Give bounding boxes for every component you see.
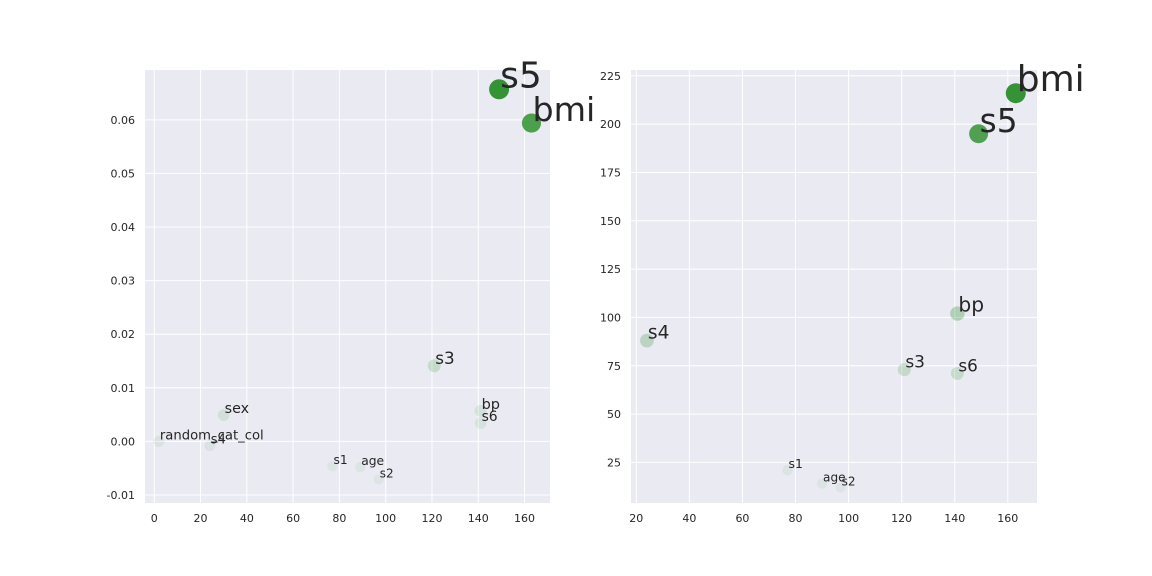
y-tick-label: 225 — [600, 70, 621, 83]
y-tick-label: 0.01 — [111, 382, 136, 395]
point-label-s4: s4 — [211, 433, 226, 448]
point-label-s1: s1 — [333, 453, 347, 467]
point-s2 — [835, 482, 846, 493]
x-tick-label: 40 — [682, 512, 696, 525]
plot-area — [145, 70, 550, 503]
y-tick-label: 0.02 — [111, 328, 136, 341]
y-tick-label: 150 — [600, 215, 621, 228]
point-s1 — [782, 464, 793, 476]
x-tick-label: 100 — [838, 512, 859, 525]
point-label-age: age — [361, 454, 384, 468]
point-label-s3: s3 — [905, 353, 925, 373]
x-tick-label: 160 — [514, 512, 535, 525]
point-label-sex: sex — [225, 401, 249, 417]
x-tick-label: 20 — [629, 512, 643, 525]
point-label-s2: s2 — [380, 466, 394, 480]
x-tick-label: 40 — [240, 512, 254, 525]
y-tick-label: 0.03 — [111, 275, 136, 288]
plot-area — [631, 70, 1037, 503]
x-tick-label: 60 — [735, 512, 749, 525]
point-label-s6: s6 — [958, 355, 977, 375]
point-s5 — [969, 124, 989, 144]
point-label-s1: s1 — [789, 456, 803, 471]
point-s6 — [474, 417, 487, 429]
x-tick-label: 0 — [151, 512, 158, 525]
point-label-s4: s4 — [648, 323, 670, 344]
point-bp — [474, 404, 487, 417]
point-s6 — [950, 367, 964, 380]
y-tick-label: 50 — [607, 408, 621, 421]
y-tick-label: -0.01 — [107, 489, 135, 502]
y-tick-label: 75 — [607, 360, 621, 373]
point-bp — [950, 306, 965, 321]
point-label-bp: bp — [482, 397, 500, 413]
point-s3 — [427, 359, 441, 373]
y-tick-label: 0.06 — [111, 114, 136, 127]
right-scatter-plot: 20 40 60 80 100 120 140 160 25 50 75 100 125 150 175 20… — [600, 59, 1085, 525]
y-tick-label: 200 — [600, 118, 621, 131]
point-label-bmi: bmi — [532, 90, 595, 129]
x-tick-label: 20 — [194, 512, 208, 525]
point-s5 — [489, 79, 510, 100]
x-tick-label: 60 — [286, 512, 300, 525]
x-tick-label: 100 — [375, 512, 396, 525]
y-tick-label: 0.00 — [111, 435, 136, 448]
x-tick-label: 80 — [789, 512, 803, 525]
point-label-s5: s5 — [980, 102, 1018, 140]
point-s4 — [204, 440, 216, 452]
point-label-s6: s6 — [482, 409, 498, 425]
x-tick-label: 160 — [997, 512, 1018, 525]
point-random-cat-col — [153, 435, 165, 447]
point-label-s5: s5 — [500, 55, 542, 96]
point-s3 — [897, 363, 911, 377]
y-tick-label: 175 — [600, 166, 621, 179]
point-label-bmi: bmi — [1017, 59, 1085, 100]
point-age — [817, 478, 828, 489]
point-age — [355, 461, 366, 473]
point-s2 — [373, 474, 384, 485]
point-label-bp: bp — [958, 293, 984, 317]
point-label-age: age — [823, 471, 846, 485]
point-s1 — [327, 460, 338, 472]
x-tick-label: 80 — [332, 512, 346, 525]
point-bmi — [521, 113, 542, 133]
point-label-s3: s3 — [435, 348, 454, 368]
y-tick-label: 0.05 — [111, 167, 136, 180]
point-bmi — [1005, 83, 1026, 104]
left-scatter-plot: 0 20 40 60 80 100 120 140 160 -0.01 0.00 0.01 0.02 0.… — [107, 55, 596, 525]
point-sex — [217, 409, 230, 421]
x-tick-label: 120 — [891, 512, 912, 525]
y-tick-label: 0.04 — [111, 221, 136, 234]
x-tick-label: 140 — [944, 512, 965, 525]
point-label-s2: s2 — [842, 475, 856, 489]
y-tick-label: 100 — [600, 311, 621, 324]
y-tick-label: 25 — [607, 456, 621, 469]
y-tick-label: 125 — [600, 263, 621, 276]
x-tick-label: 140 — [468, 512, 489, 525]
x-tick-label: 120 — [421, 512, 442, 525]
point-s4 — [640, 333, 654, 348]
point-label-random-cat-col: random_cat_col — [160, 428, 264, 443]
